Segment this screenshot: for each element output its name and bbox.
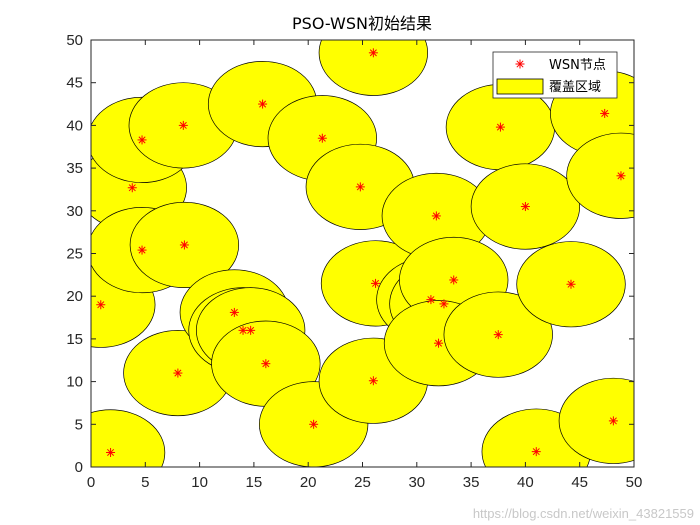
sensor-node-27 — [531, 447, 541, 457]
y-tick-label-3: 15 — [66, 331, 83, 348]
sensor-node-22 — [449, 275, 459, 285]
y-tick-label-1: 5 — [75, 416, 83, 433]
sensor-nodes — [96, 48, 626, 457]
x-tick-label-7: 35 — [463, 474, 480, 491]
x-tick-label-1: 5 — [141, 474, 149, 491]
sensor-node-6 — [179, 240, 189, 250]
x-tick-label-4: 20 — [300, 474, 317, 491]
sensor-node-20 — [426, 295, 436, 305]
sensor-node-26 — [520, 202, 530, 212]
y-tick-label-6: 30 — [66, 203, 83, 220]
sensor-node-12 — [261, 359, 271, 369]
watermark: https://blog.csdn.net/weixin_43821559 — [472, 506, 694, 521]
coverage-area-30 — [558, 377, 634, 464]
sensor-node-28 — [566, 279, 576, 289]
sensor-node-30 — [608, 416, 618, 426]
y-tick-label-8: 40 — [66, 117, 83, 134]
legend-node-marker — [515, 59, 525, 69]
x-tick-labels: 0 5 10 15 20 25 30 35 40 45 50 — [87, 474, 643, 491]
y-tick-label-5: 25 — [66, 246, 83, 263]
x-tick-label-3: 15 — [246, 474, 263, 491]
sensor-node-2 — [127, 183, 137, 193]
y-tick-labels: 0 5 10 15 20 25 30 35 40 45 50 — [66, 32, 83, 476]
sensor-node-18 — [368, 376, 378, 386]
sensor-node-3 — [137, 135, 147, 145]
sensor-node-16 — [368, 48, 378, 58]
x-tick-label-8: 40 — [517, 474, 534, 491]
sensor-node-19 — [431, 211, 441, 221]
sensor-node-10 — [246, 325, 256, 335]
sensor-node-14 — [309, 419, 319, 429]
legend-label-nodes: WSN节点 — [549, 58, 606, 73]
legend: WSN节点 覆盖区域 — [492, 51, 618, 99]
y-tick-label-4: 20 — [66, 288, 83, 305]
sensor-node-13 — [317, 133, 327, 143]
sensor-node-9 — [238, 325, 248, 335]
legend-coverage-swatch — [496, 78, 544, 95]
x-tick-label-5: 25 — [354, 474, 371, 491]
y-tick-label-10: 50 — [66, 32, 83, 49]
coverage-area-31 — [566, 132, 634, 219]
sensor-node-25 — [495, 122, 505, 132]
coverage-area-16 — [318, 40, 428, 96]
sensor-node-1 — [96, 300, 106, 310]
sensor-node-8 — [229, 307, 239, 317]
x-tick-label-6: 30 — [408, 474, 425, 491]
x-tick-label-10: 50 — [626, 474, 643, 491]
sensor-node-5 — [178, 120, 188, 130]
sensor-node-23 — [434, 338, 444, 348]
y-tick-label-9: 45 — [66, 75, 83, 92]
sensor-node-7 — [173, 368, 183, 378]
sensor-node-17 — [371, 278, 381, 288]
sensor-node-4 — [137, 245, 147, 255]
sensor-node-29 — [600, 108, 610, 118]
x-tick-label-9: 45 — [571, 474, 588, 491]
sensor-node-15 — [355, 182, 365, 192]
legend-asterisk — [515, 59, 525, 69]
y-tick-label-2: 10 — [66, 374, 83, 391]
sensor-node-24 — [493, 330, 503, 340]
sensor-node-31 — [616, 171, 626, 181]
legend-label-coverage: 覆盖区域 — [549, 80, 601, 95]
x-tick-label-0: 0 — [87, 474, 95, 491]
sensor-node-0 — [106, 447, 116, 457]
axes — [90, 39, 635, 468]
y-tick-label-0: 0 — [75, 459, 83, 476]
sensor-node-21 — [439, 299, 449, 309]
y-tick-label-7: 35 — [66, 160, 83, 177]
x-tick-label-2: 10 — [191, 474, 208, 491]
sensor-node-11 — [258, 99, 268, 109]
chart-title: PSO-WSN初始结果 — [292, 14, 432, 33]
